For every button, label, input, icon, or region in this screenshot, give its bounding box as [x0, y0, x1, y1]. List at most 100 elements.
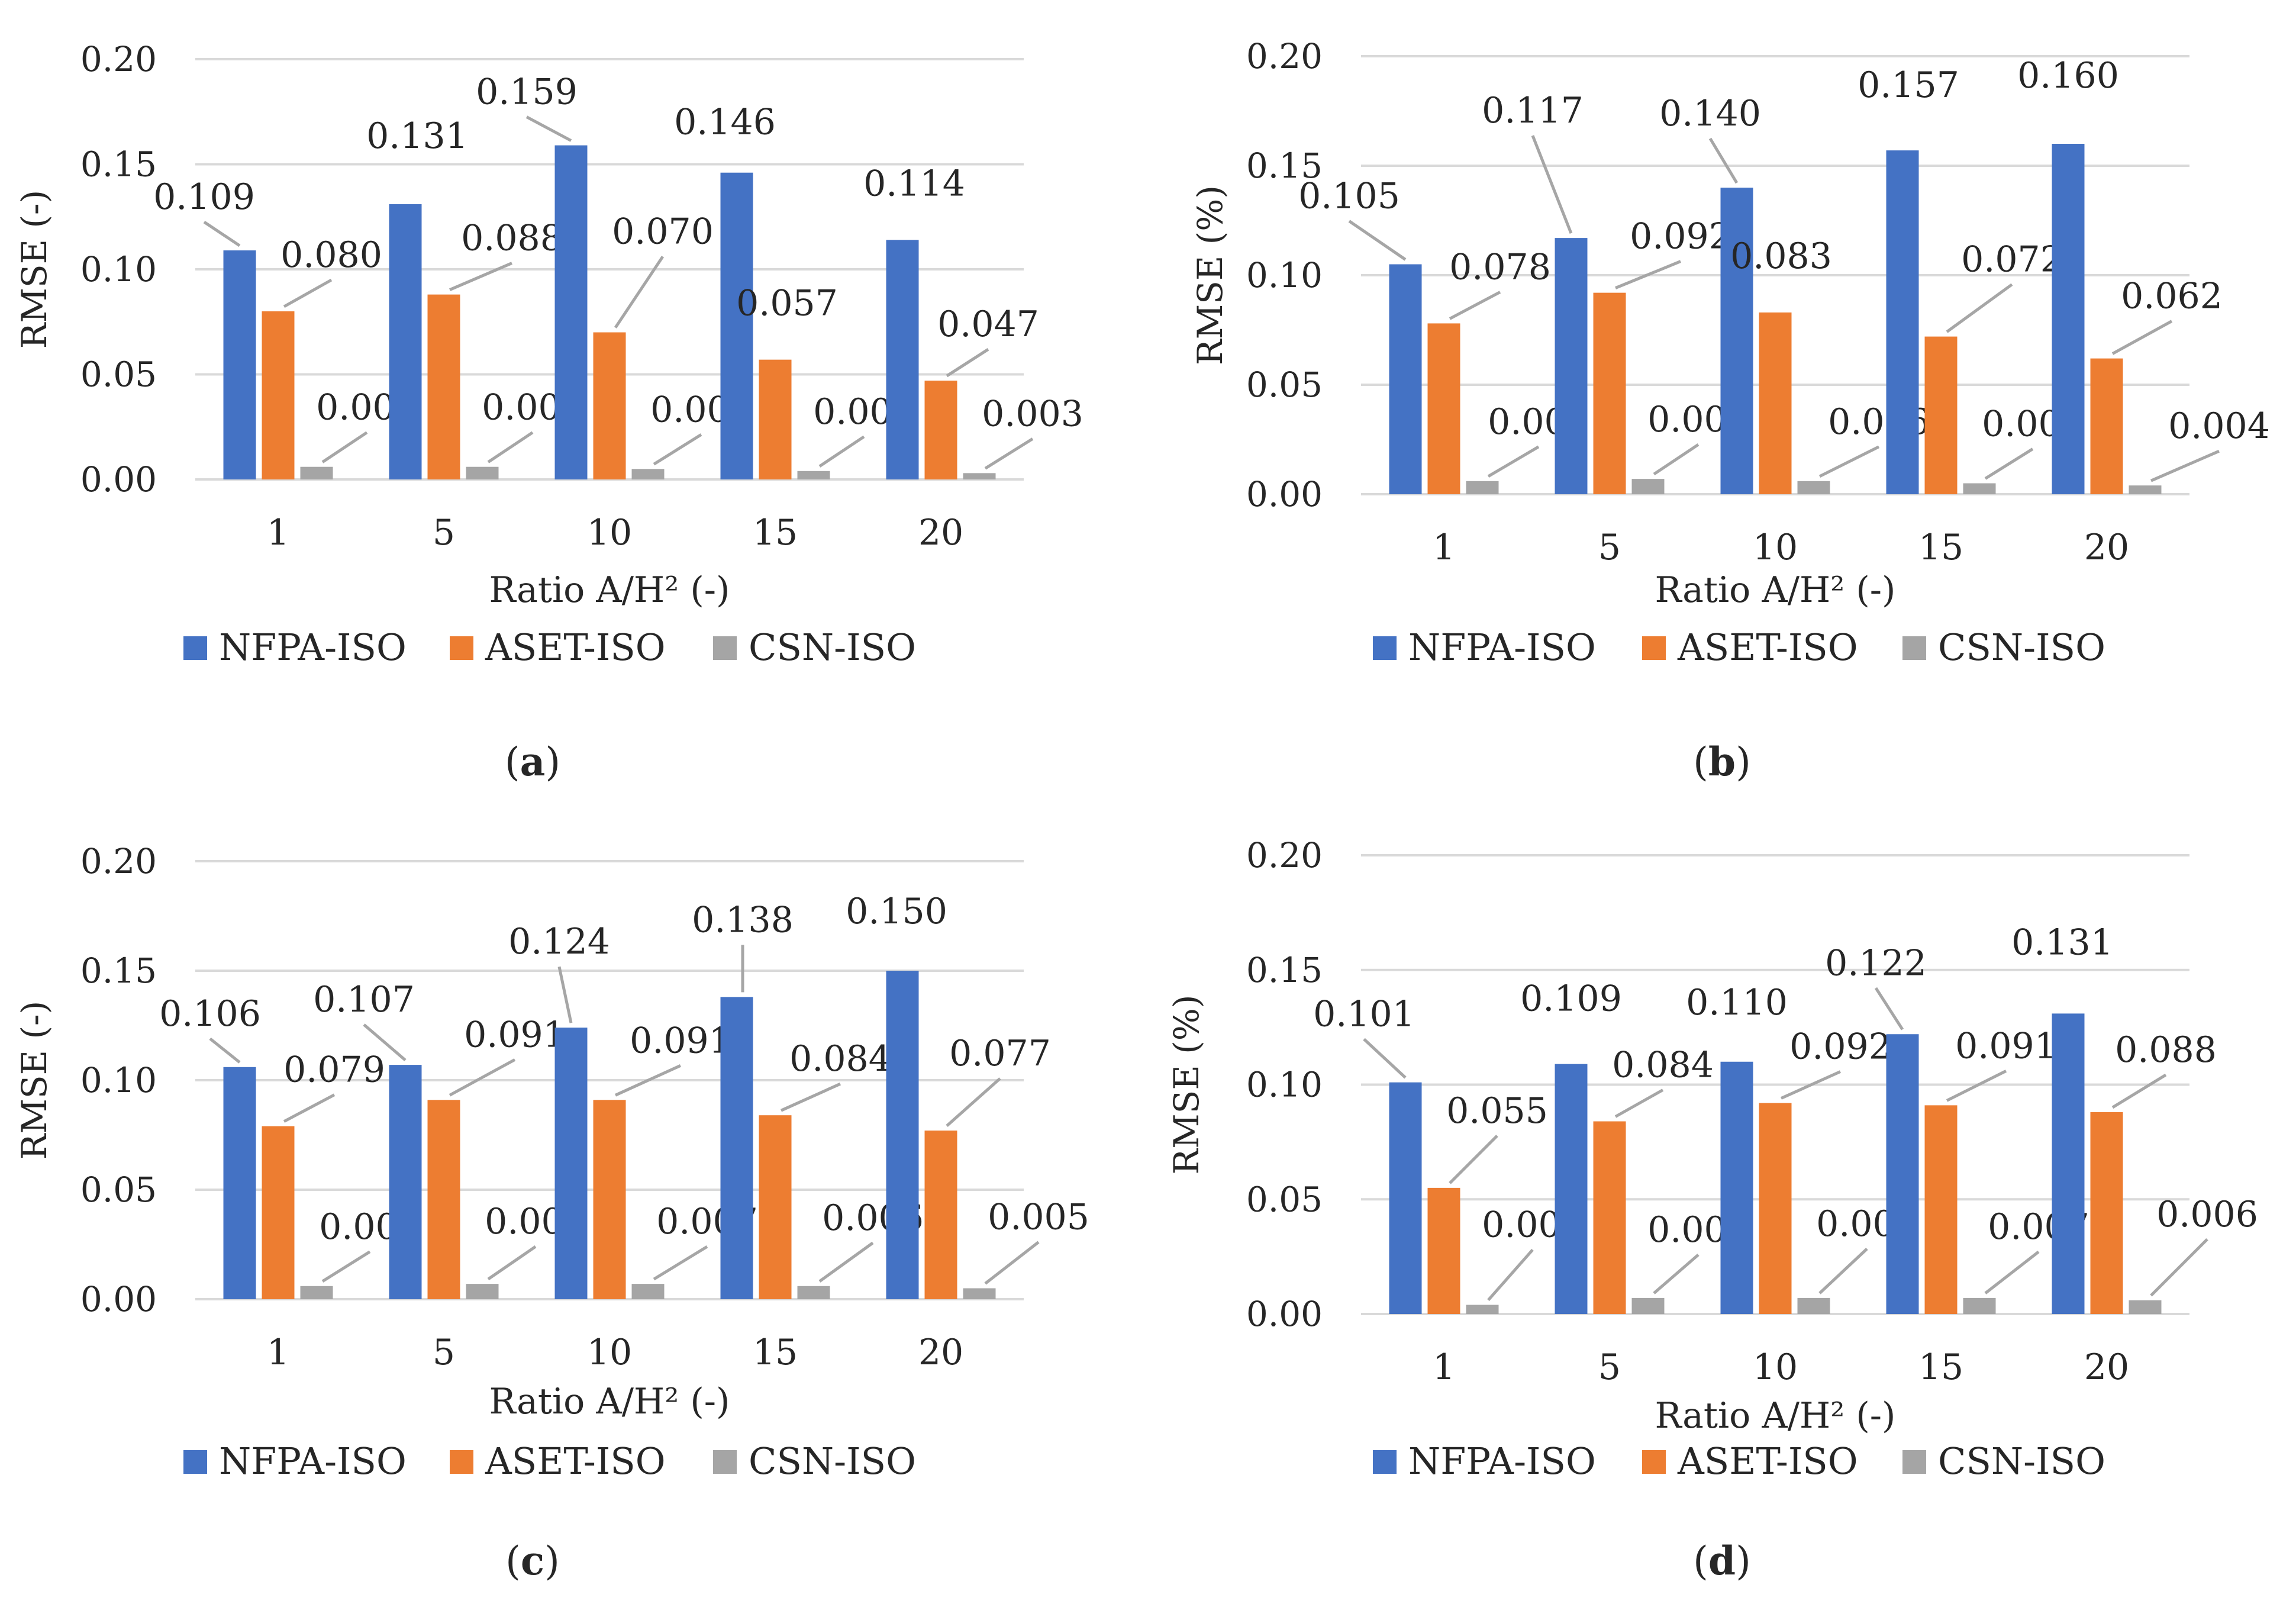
data-label: 0.004: [2168, 405, 2270, 447]
x-tick-label: 15: [753, 512, 798, 553]
y-tick-label: 0.05: [80, 355, 157, 395]
x-axis-label: Ratio A/H² (-): [489, 1381, 730, 1422]
data-label-leader: [2150, 1238, 2208, 1297]
x-tick-label: 10: [587, 1332, 632, 1373]
bar-csn-iso: [797, 1286, 830, 1299]
data-label-leader: [1615, 260, 1681, 289]
data-label: 0.091: [630, 1020, 731, 1061]
data-label-leader: [818, 435, 865, 468]
data-label: 0.114: [863, 163, 965, 204]
y-tick-label: 0.20: [1246, 835, 1323, 875]
bar-nfpa-iso: [1555, 238, 1588, 494]
data-label: 0.109: [153, 176, 255, 218]
bar-aset-iso: [1924, 1105, 1958, 1314]
bar-aset-iso: [593, 1100, 626, 1299]
data-label-leader: [946, 348, 989, 378]
data-label-leader: [780, 1082, 841, 1112]
y-tick-label: 0.00: [1246, 474, 1323, 514]
bar-aset-iso: [593, 332, 626, 479]
bar-csn-iso: [466, 1284, 499, 1299]
data-label-leader: [363, 1023, 407, 1061]
data-label-leader: [1487, 445, 1540, 478]
bar-csn-iso: [1963, 1297, 1996, 1314]
data-label-leader: [653, 1245, 708, 1281]
legend-label: CSN-ISO: [1938, 626, 2105, 669]
data-label-leader: [946, 1077, 1001, 1127]
bar-nfpa-iso: [1555, 1064, 1588, 1314]
bar-csn-iso: [963, 473, 996, 479]
data-label: 0.109: [1520, 978, 1622, 1020]
bar-nfpa-iso: [1720, 1061, 1753, 1314]
bar-csn-iso: [1466, 1305, 1499, 1314]
bar-csn-iso: [631, 1284, 665, 1299]
bar-aset-iso: [2090, 1112, 2123, 1314]
y-tick-label: 0.10: [80, 249, 157, 289]
y-tick-label: 0.20: [80, 841, 157, 881]
y-tick-label: 0.15: [1246, 950, 1323, 990]
bar-csn-iso: [631, 469, 665, 479]
chart-panel-b: 0.000.050.100.150.2010.1050.0780.00650.1…: [1190, 36, 2270, 785]
x-tick-label: 1: [1433, 1347, 1455, 1388]
x-tick-label: 1: [267, 1332, 289, 1373]
panel-label-close: ): [1736, 1538, 1751, 1584]
bar-aset-iso: [1427, 323, 1460, 494]
data-label: 0.070: [612, 211, 714, 253]
x-tick-label: 5: [1598, 1347, 1621, 1388]
bar-aset-iso: [924, 381, 957, 479]
chart-panel-c: 0.000.050.100.150.2010.1060.0790.00650.1…: [14, 841, 1089, 1584]
x-tick-label: 20: [2084, 527, 2129, 568]
x-tick-label: 20: [918, 512, 963, 553]
data-label: 0.092: [1630, 216, 1731, 257]
y-tick-label: 0.15: [1246, 146, 1323, 186]
data-label-leader: [1653, 1253, 1700, 1294]
legend-label: ASET-ISO: [485, 626, 666, 669]
panel-label-letter: c: [521, 1538, 544, 1584]
x-tick-label: 15: [1918, 527, 1963, 568]
bar-nfpa-iso: [886, 240, 919, 479]
panel-label-open: (: [505, 1538, 521, 1584]
y-tick-label: 0.20: [1246, 36, 1323, 76]
legend-swatch-aset-iso: [1642, 636, 1666, 660]
data-label-leader: [1348, 220, 1407, 261]
data-label: 0.078: [1449, 246, 1551, 288]
bar-aset-iso: [1593, 292, 1626, 494]
data-label: 0.072: [1961, 239, 2063, 281]
bar-aset-iso: [1759, 312, 1792, 494]
data-label-leader: [487, 431, 534, 463]
bar-nfpa-iso: [554, 145, 588, 480]
data-label-leader: [283, 1093, 336, 1123]
data-label-leader: [1487, 1248, 1534, 1302]
data-label: 0.092: [1789, 1026, 1891, 1068]
data-label-leader: [321, 431, 368, 463]
legend-swatch-aset-iso: [450, 1450, 473, 1474]
legend-swatch-csn-iso: [713, 1450, 737, 1474]
panel-label-letter: d: [1708, 1538, 1736, 1584]
bar-csn-iso: [1631, 1297, 1665, 1314]
data-label: 0.077: [949, 1033, 1051, 1074]
panel-label: (a): [505, 739, 560, 785]
bar-nfpa-iso: [720, 997, 753, 1299]
legend-swatch-aset-iso: [450, 636, 473, 660]
data-label: 0.157: [1858, 65, 1959, 106]
y-tick-label: 0.00: [80, 459, 157, 500]
panel-label-letter: a: [520, 739, 546, 785]
panel-label-open: (: [1693, 739, 1708, 785]
data-label: 0.080: [280, 234, 382, 276]
data-label: 0.107: [313, 979, 415, 1020]
y-axis-label: RMSE (%): [1166, 995, 1207, 1175]
data-label-leader: [1531, 135, 1573, 234]
data-label: 0.062: [2121, 276, 2223, 317]
bar-aset-iso: [427, 294, 460, 479]
bar-nfpa-iso: [389, 204, 422, 479]
data-label: 0.083: [1730, 236, 1832, 277]
bar-csn-iso: [2129, 485, 2162, 494]
data-label-leader: [1653, 443, 1700, 476]
data-label-leader: [984, 437, 1034, 470]
data-label-leader: [1363, 1038, 1407, 1079]
panel-label-close: ): [545, 739, 560, 785]
data-label: 0.124: [508, 921, 610, 962]
bar-csn-iso: [1466, 481, 1499, 494]
x-axis-label: Ratio A/H² (-): [1655, 1395, 1896, 1437]
legend-label: NFPA-ISO: [1408, 1439, 1596, 1483]
data-label-leader: [557, 966, 573, 1023]
